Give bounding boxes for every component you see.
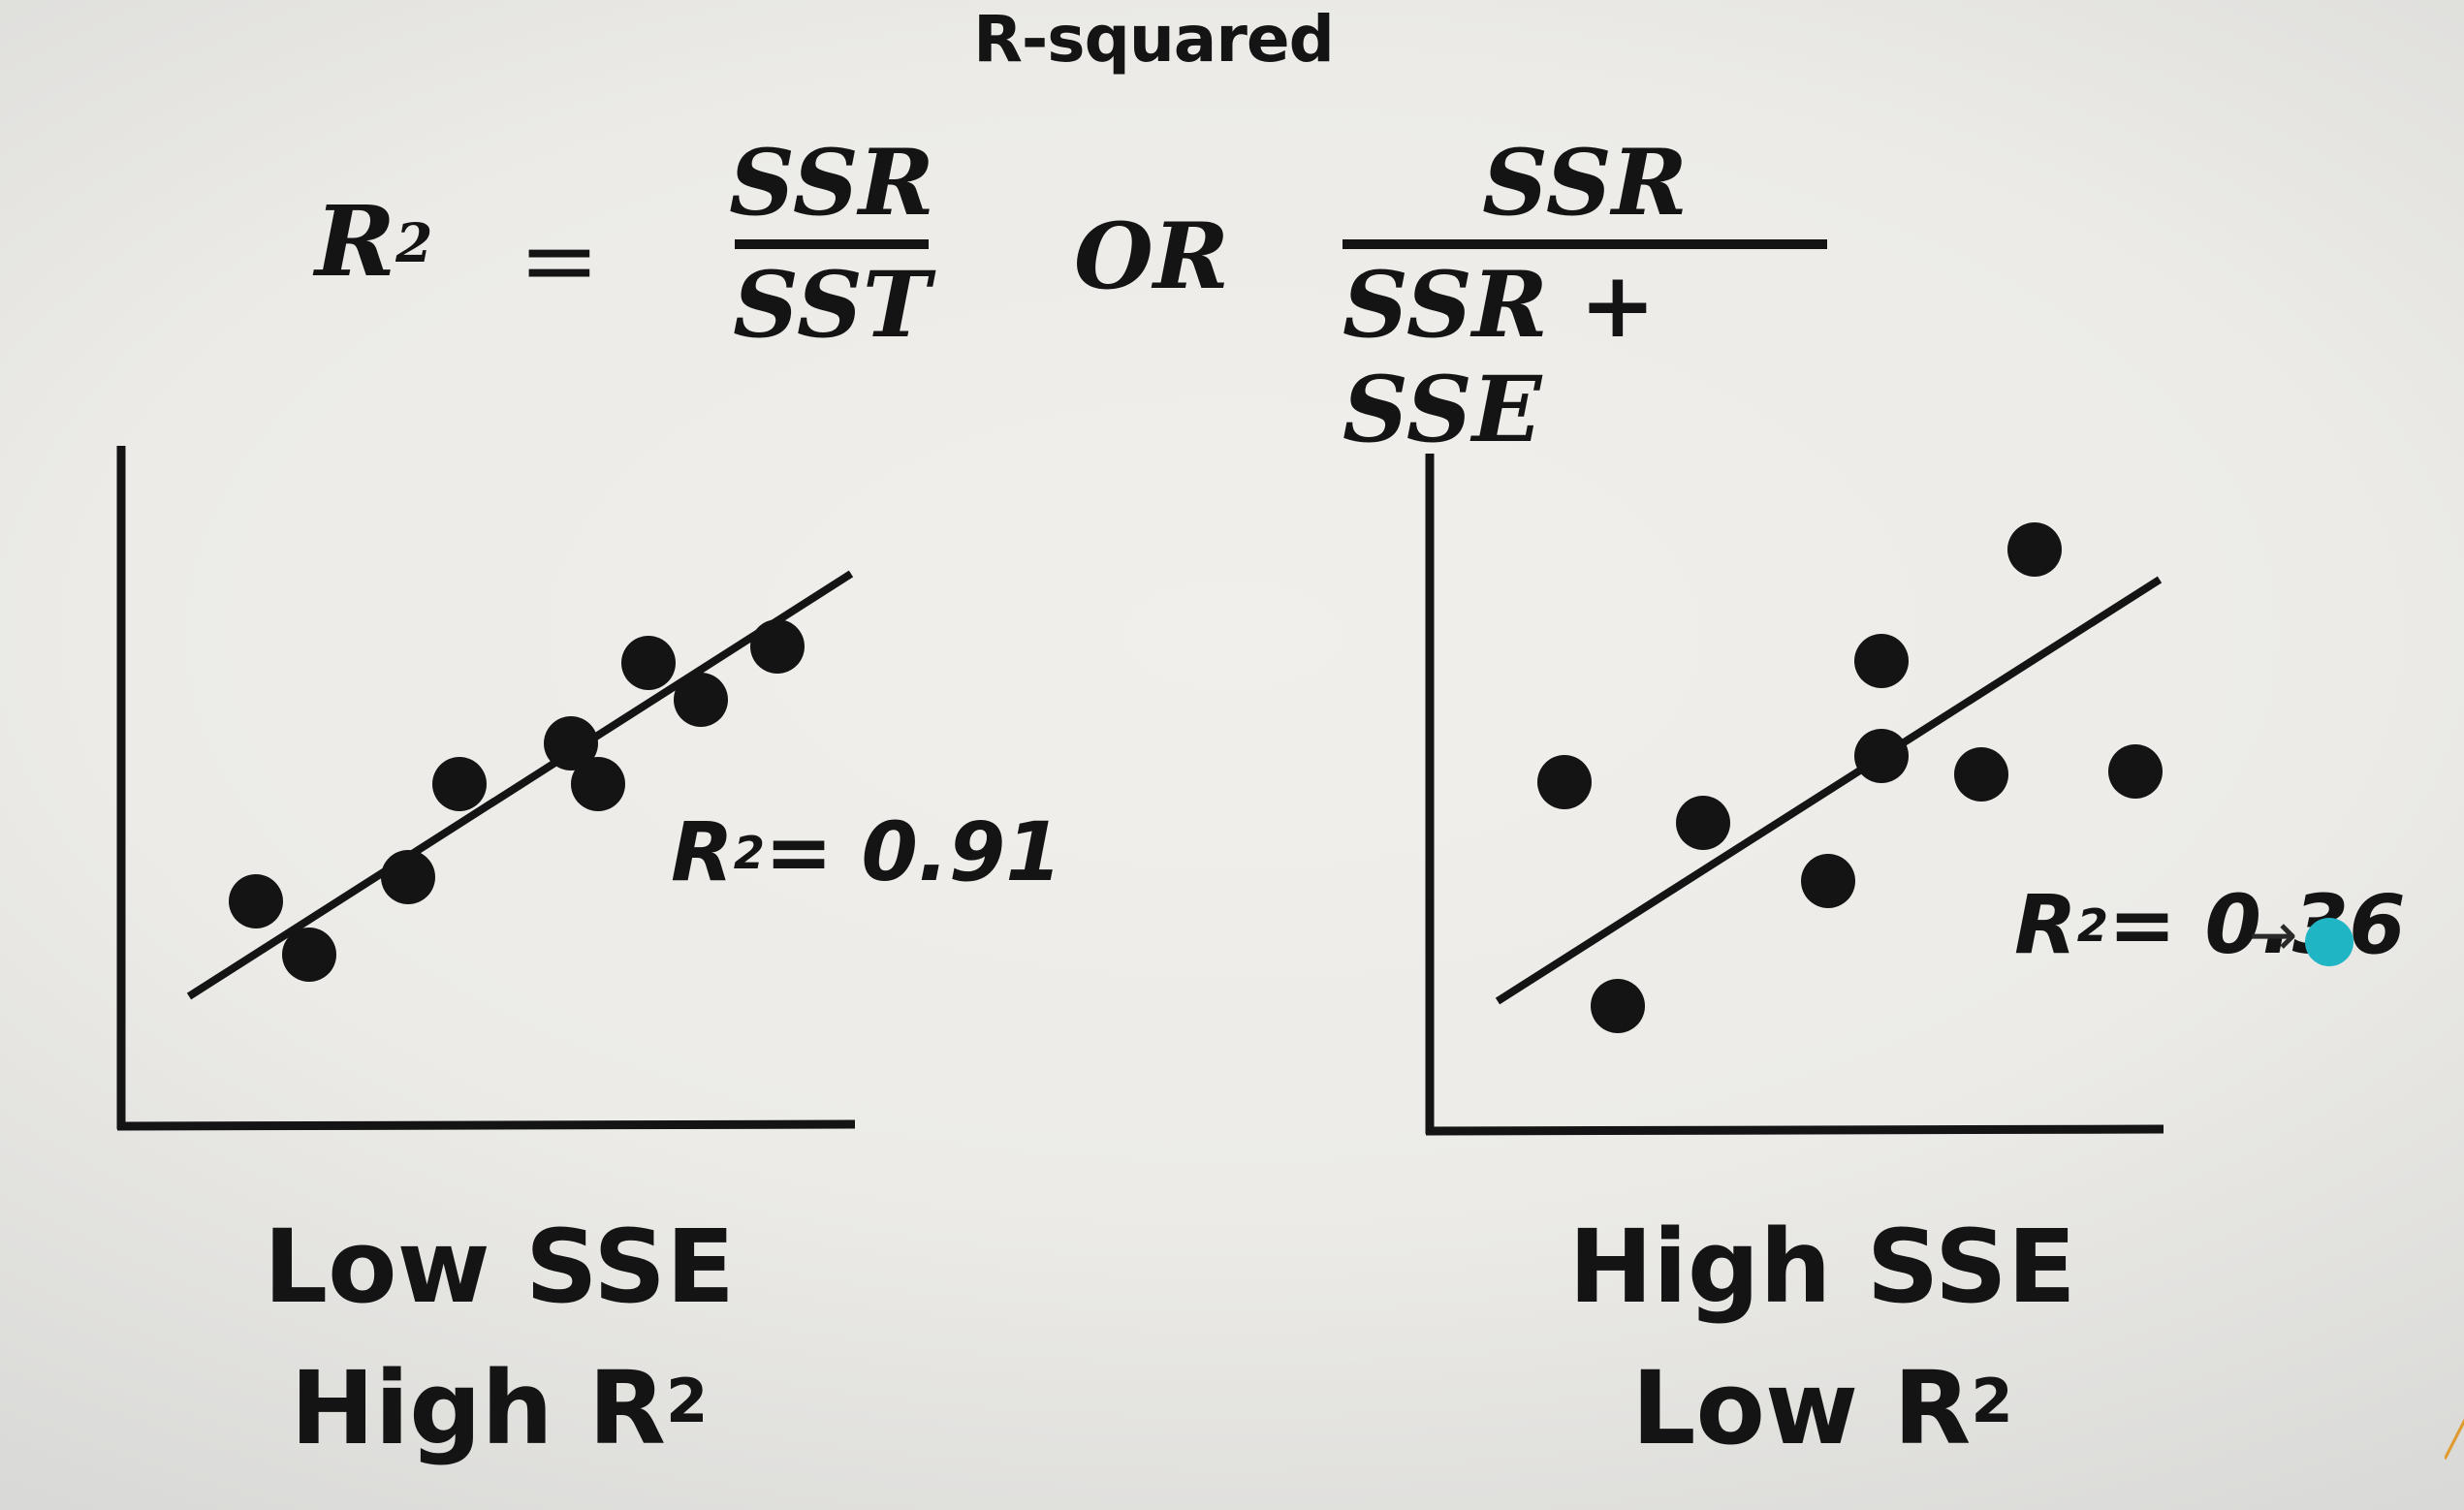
plot-left-point bbox=[229, 874, 283, 928]
plot-right-point bbox=[1591, 979, 1645, 1033]
plot-left-point bbox=[674, 673, 728, 727]
page-title: R-squared bbox=[973, 2, 1335, 77]
formula-or: OR bbox=[1074, 204, 1230, 310]
plot-left-caption-exponent: 2 bbox=[666, 1365, 709, 1436]
fraction-1-numerator: SSR bbox=[729, 130, 934, 236]
plot-left-point bbox=[432, 757, 487, 811]
plot-right-x-axis bbox=[1425, 1124, 2164, 1136]
plot-left-point bbox=[544, 716, 598, 771]
fraction-ssr-over-ssr-plus-sse: SSR SSR + SSE bbox=[1343, 131, 1827, 462]
plot-right-caption: High SSE Low R2 bbox=[1483, 1197, 2162, 1479]
fraction-2-bar bbox=[1343, 239, 1827, 250]
plot-right-caption-line2: Low R2 bbox=[1483, 1338, 2162, 1480]
plot-left-point bbox=[381, 850, 435, 904]
plot-right-caption-line1: High SSE bbox=[1568, 1208, 2076, 1326]
plot-left-caption: Low SSE High R2 bbox=[160, 1197, 838, 1479]
plot-left bbox=[116, 446, 856, 1131]
plot-right-r2-exponent: 2 bbox=[2076, 899, 2108, 953]
formula-lhs-symbol: R bbox=[315, 184, 396, 299]
plot-right-point bbox=[2108, 744, 2163, 799]
fraction-1-bar bbox=[735, 239, 929, 250]
plot-left-point bbox=[621, 636, 676, 690]
corner-logo-icon: ╱ bbox=[2445, 1415, 2464, 1460]
plot-right-point bbox=[1676, 796, 1730, 850]
plot-left-r2-value: = 0.91 bbox=[764, 804, 1062, 899]
plot-left-point bbox=[282, 928, 336, 982]
formula-equals: = bbox=[519, 204, 600, 317]
plot-right bbox=[1425, 454, 2164, 1136]
plot-left-x-axis bbox=[116, 1119, 856, 1131]
plot-left-fit-line bbox=[186, 570, 854, 1000]
plot-right-point bbox=[1537, 755, 1592, 809]
plot-right-point bbox=[1854, 729, 1909, 783]
plot-left-r2-symbol: R bbox=[671, 804, 734, 899]
plot-left-point bbox=[750, 619, 805, 674]
plot-left-caption-text: High R bbox=[290, 1348, 667, 1467]
plot-right-fit-line bbox=[1495, 576, 2163, 1005]
formula-lhs-exponent: 2 bbox=[395, 211, 433, 275]
plot-right-caption-text: Low R bbox=[1631, 1348, 1972, 1467]
fraction-2-numerator: SSR bbox=[1482, 130, 1688, 236]
pointer-arrow-icon: → bbox=[2249, 901, 2298, 969]
plot-right-r2-annotation: R2= 0.36 bbox=[2014, 877, 2406, 972]
fraction-ssr-over-sst: SSR SST bbox=[729, 131, 934, 360]
fraction-1-denominator: SST bbox=[733, 252, 931, 360]
plot-left-point bbox=[571, 757, 625, 811]
fraction-2-denominator: SSR + SSE bbox=[1343, 252, 1657, 464]
plot-right-caption-exponent: 2 bbox=[1971, 1365, 2013, 1436]
formula-lhs: R2 bbox=[315, 184, 432, 299]
plot-left-caption-line1: Low SSE bbox=[263, 1208, 736, 1326]
mouse-cursor-icon bbox=[2305, 918, 2353, 966]
plot-right-point bbox=[1854, 634, 1909, 688]
plot-left-r2-exponent: 2 bbox=[733, 827, 765, 880]
plot-left-r2-annotation: R2= 0.91 bbox=[671, 804, 1062, 899]
plot-left-caption-line2: High R2 bbox=[160, 1338, 838, 1480]
plot-right-point bbox=[1801, 854, 1855, 908]
plot-right-r2-value: = 0.36 bbox=[2107, 877, 2406, 972]
plot-right-point bbox=[2007, 522, 2062, 577]
plot-right-r2-symbol: R bbox=[2014, 877, 2077, 972]
plot-right-point bbox=[1954, 747, 2008, 802]
